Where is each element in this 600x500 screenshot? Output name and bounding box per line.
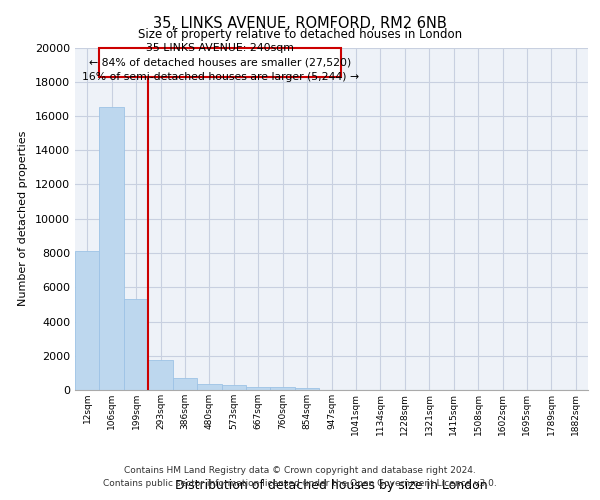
Bar — [246, 386, 271, 390]
Bar — [221, 385, 246, 390]
Y-axis label: Number of detached properties: Number of detached properties — [18, 131, 28, 306]
Text: Size of property relative to detached houses in London: Size of property relative to detached ho… — [138, 28, 462, 41]
Bar — [271, 387, 295, 390]
Text: 35 LINKS AVENUE: 240sqm
← 84% of detached houses are smaller (27,520)
16% of sem: 35 LINKS AVENUE: 240sqm ← 84% of detache… — [82, 42, 359, 82]
Bar — [197, 384, 221, 390]
Text: Contains HM Land Registry data © Crown copyright and database right 2024.
Contai: Contains HM Land Registry data © Crown c… — [103, 466, 497, 487]
Bar — [295, 388, 319, 390]
Bar — [124, 299, 148, 390]
FancyBboxPatch shape — [100, 48, 341, 76]
Bar — [100, 108, 124, 390]
Text: 35, LINKS AVENUE, ROMFORD, RM2 6NB: 35, LINKS AVENUE, ROMFORD, RM2 6NB — [153, 16, 447, 31]
Bar — [173, 378, 197, 390]
X-axis label: Distribution of detached houses by size in London: Distribution of detached houses by size … — [175, 480, 488, 492]
Bar — [75, 252, 100, 390]
Bar — [148, 360, 173, 390]
